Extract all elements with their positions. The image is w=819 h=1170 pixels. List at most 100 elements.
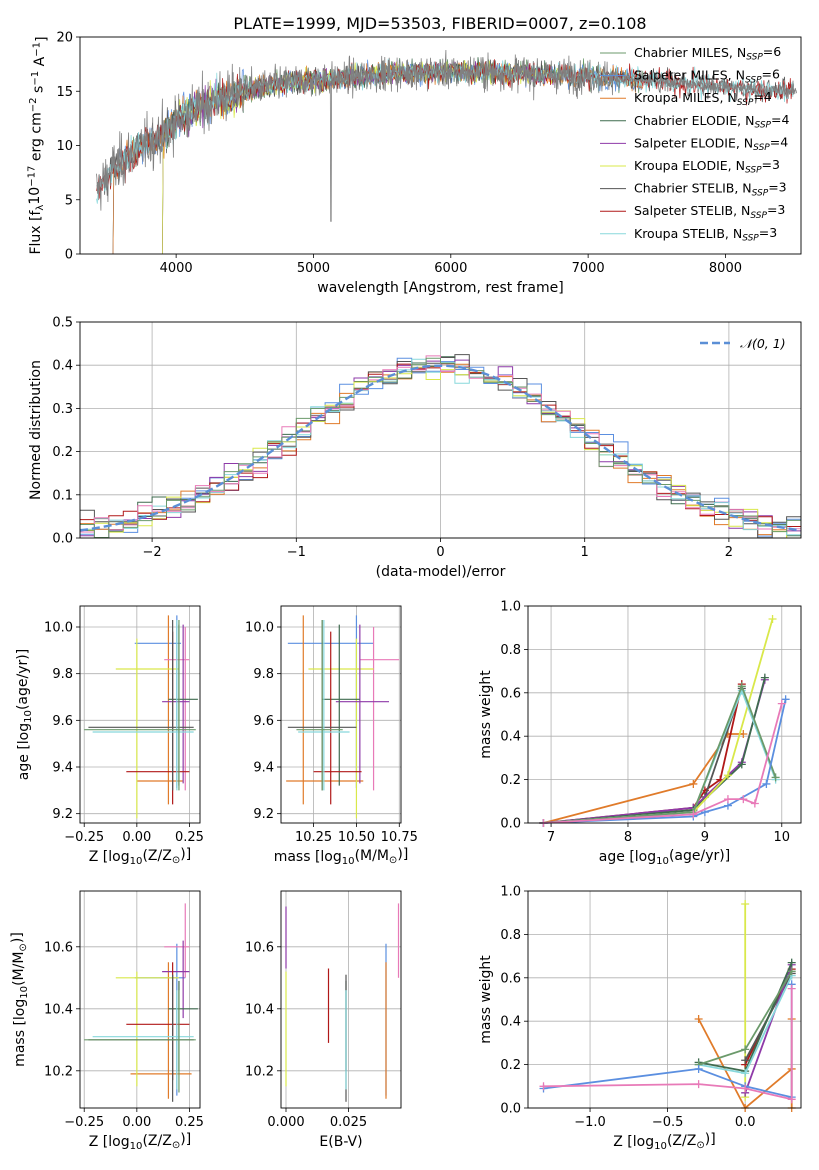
y-tick-label: 9.6 xyxy=(253,714,274,729)
label-part: =4 xyxy=(770,134,788,149)
mass-weight-marker xyxy=(787,958,796,967)
label-part: age [log xyxy=(599,849,656,865)
mass-weight-marker xyxy=(771,773,780,782)
x-axis-label: E(B-V) xyxy=(319,1134,362,1150)
x-tick-label: 0.00 xyxy=(122,1115,151,1130)
mass-weight-line xyxy=(543,688,777,824)
y-tick-label: 0.2 xyxy=(52,445,73,460)
x-tick-label: 0.025 xyxy=(330,1115,367,1130)
y-tick-label: 10 xyxy=(56,139,73,154)
y-tick-label: 9.8 xyxy=(253,667,274,682)
mass-weight-line xyxy=(543,733,744,824)
plot-frame xyxy=(79,890,201,1109)
y-tick-label: 0.4 xyxy=(500,730,521,745)
y-axis-label: Flux [fλ10−17 erg cm−2 s−1 A−1] xyxy=(26,36,50,254)
legend-entry: Chabrier MILES, NSSP=6 xyxy=(634,44,781,63)
label-part: Z [log xyxy=(613,1134,654,1150)
y-axis-label: mass weight xyxy=(478,670,494,759)
x-axis-label: mass [log10(M/M⊙)] xyxy=(274,847,409,867)
label-part: ] xyxy=(34,36,50,41)
y-tick-label: 10.4 xyxy=(245,1002,274,1017)
label-part: =4 xyxy=(771,112,789,127)
x-tick-label: 0 xyxy=(436,545,444,560)
mass-weight-marker xyxy=(741,1056,750,1065)
y-axis-label: Normed distribution xyxy=(28,360,44,500)
label-part: Kroupa ELODIE, N xyxy=(634,158,745,173)
x-tick-label: 0.25 xyxy=(175,1115,204,1130)
mass-weight-line xyxy=(543,679,766,824)
label-part: 10 xyxy=(19,986,30,999)
label-part: ⊙ xyxy=(389,855,397,866)
y-tick-label: 9.4 xyxy=(253,761,274,776)
mass-weight-marker xyxy=(750,799,759,808)
label-part: SSP xyxy=(750,211,767,221)
label-part: 10 xyxy=(654,1141,667,1152)
label-part: 10 xyxy=(656,856,669,867)
mass-weight-line xyxy=(543,683,777,824)
label-part: ⊙ xyxy=(696,1140,704,1151)
x-tick-label: −0.25 xyxy=(64,1115,104,1130)
legend-entry: Salpeter ELODIE, NSSP=4 xyxy=(634,134,788,153)
legend-entry: Chabrier ELODIE, NSSP=4 xyxy=(634,112,789,131)
label-part: Kroupa STELIB, N xyxy=(634,226,742,241)
label-part: SSP xyxy=(737,98,754,108)
age-vs-metallicity-chart: −0.25 0.00 0.259.29.49.69.810.0Z [log10(Z/… xyxy=(15,605,204,867)
x-tick-label: −1 xyxy=(287,545,306,560)
label-part: Chabrier MILES, N xyxy=(634,45,746,60)
mass-weight-marker xyxy=(694,1015,703,1024)
x-tick-label: 0.25 xyxy=(175,830,204,845)
label-part: −1 xyxy=(30,71,41,86)
y-axis-label: age [log10(age/yr)] xyxy=(15,649,34,780)
label-part: =4 xyxy=(753,89,771,104)
x-tick-label: 10.75 xyxy=(381,830,418,845)
mass-weight-marker xyxy=(737,682,746,691)
y-tick-label: 9.2 xyxy=(253,807,274,822)
mass-weight-marker xyxy=(741,900,750,909)
mass-weight-marker xyxy=(781,695,790,704)
label-part: ⊙ xyxy=(172,1140,180,1151)
x-tick-label: 6000 xyxy=(434,261,467,276)
label-part: Salpeter STELIB, N xyxy=(634,203,750,218)
x-tick-label: 7000 xyxy=(572,261,605,276)
mass-weight-marker xyxy=(723,795,732,804)
label-part: Chabrier ELODIE, N xyxy=(634,113,754,128)
x-axis-label: Z [log10(Z/Z⊙)] xyxy=(613,1132,715,1152)
label-part: Kroupa MILES, N xyxy=(634,90,737,105)
label-part: SSP xyxy=(745,75,762,85)
label-part: SSP xyxy=(745,166,762,176)
x-tick-label: 0.000 xyxy=(267,1115,304,1130)
mass-weight-marker xyxy=(787,984,796,993)
y-tick-label: 0.2 xyxy=(500,1058,521,1073)
residuals-histogram: −2 −1 0 1 2 0.0 0.1 0.2 0.3 0.4 0.5 (data-model)/er… xyxy=(28,316,802,580)
mass-weight-marker xyxy=(760,673,769,682)
mass-weight-marker xyxy=(723,771,732,780)
y-tick-label: 9.4 xyxy=(52,761,73,776)
label-part: =3 xyxy=(759,225,777,240)
legend-entry: 𝒩(0, 1) xyxy=(740,336,786,351)
mass-weight-marker xyxy=(777,699,786,708)
legend-entry: Salpeter MILES, NSSP=6 xyxy=(634,67,780,86)
y-tick-label: 0.4 xyxy=(52,359,73,374)
mass-weight-marker xyxy=(741,1069,750,1078)
mass-weight-marker xyxy=(768,615,777,624)
plot-frame xyxy=(527,605,802,824)
y-tick-label: 0.5 xyxy=(52,316,73,331)
label-part: SSP xyxy=(742,234,759,244)
mass-weight-marker xyxy=(689,779,698,788)
mass-weight-line xyxy=(543,699,787,824)
label-part: mass [log xyxy=(12,999,28,1067)
y-tick-label: 1.0 xyxy=(500,600,521,615)
x-tick-label: 7 xyxy=(547,830,555,845)
x-tick-label: 2 xyxy=(725,545,733,560)
label-part: =6 xyxy=(762,67,780,82)
x-tick-label: 9 xyxy=(701,830,709,845)
x-tick-label: 1 xyxy=(581,545,589,560)
y-tick-label: 10.6 xyxy=(245,940,274,955)
plot-frame xyxy=(280,605,402,824)
label-part: Salpeter MILES, N xyxy=(634,68,745,83)
x-tick-label: 4000 xyxy=(160,261,193,276)
label-part: Chabrier STELIB, N xyxy=(634,181,752,196)
mass-weight-line xyxy=(744,964,793,1094)
